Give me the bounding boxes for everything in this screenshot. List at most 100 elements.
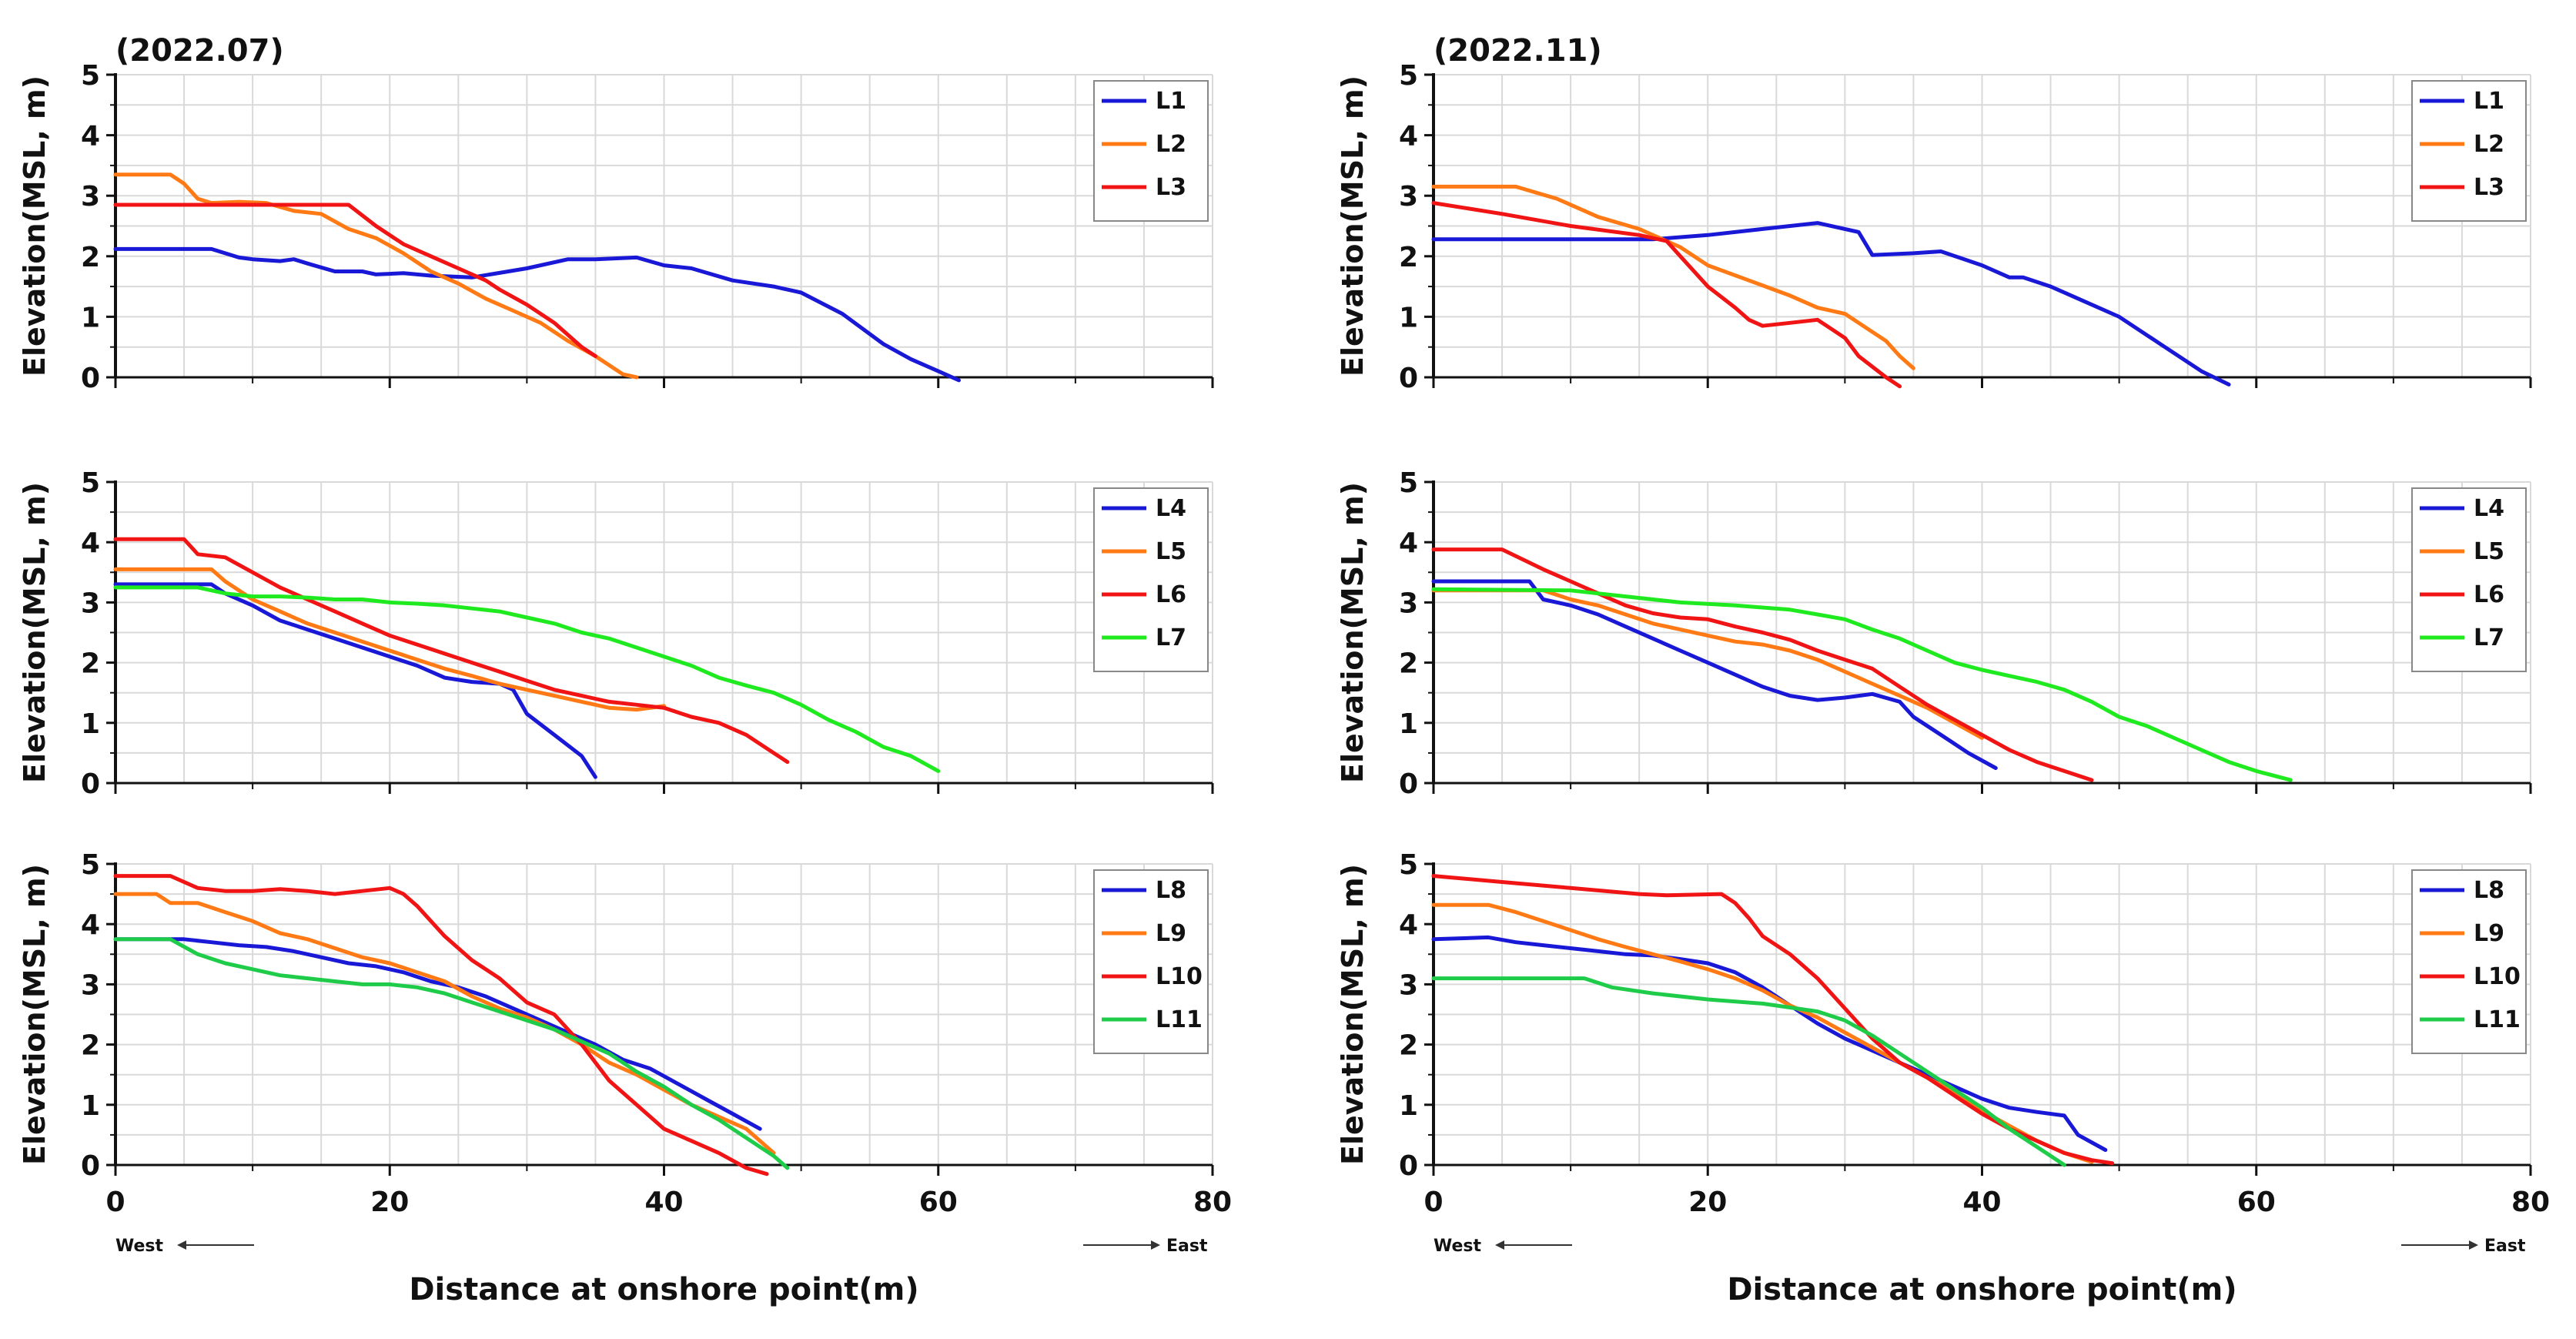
series-line-l1 (1431, 221, 2231, 387)
y-tick-label: 4 (1399, 909, 1418, 941)
y-tick-label: 3 (1399, 587, 1418, 619)
legend-label-l1: L1 (1156, 88, 1186, 115)
y-tick-label: 0 (81, 1150, 100, 1182)
y-tick-label: 5 (1399, 849, 1418, 881)
series-line-l10 (1431, 874, 2115, 1166)
west-label: West (1434, 1237, 1481, 1256)
y-tick-label: 4 (81, 121, 100, 152)
series-line-l9 (113, 892, 776, 1155)
y-tick-label: 4 (1399, 527, 1418, 559)
series-line-l1 (113, 246, 961, 383)
series-line-l2 (1431, 184, 1915, 370)
legend-label-l10: L10 (2474, 963, 2521, 990)
east-label: East (1166, 1237, 1208, 1256)
y-tick-label: 3 (1399, 969, 1418, 1001)
series-line-l8 (1431, 935, 2108, 1152)
x-tick-label: 0 (105, 1187, 125, 1218)
y-tick-label: 2 (1399, 242, 1418, 273)
x-tick-label: 0 (1423, 1187, 1443, 1218)
y-tick-label: 2 (81, 242, 100, 273)
panel-middle-left: 0 1 2 3 4 5 Elevation(MSL, m) L4 L5 L6 L7 (18, 467, 1214, 800)
y-axis-label: Elevation(MSL, m) (18, 864, 52, 1165)
legend: L1 L2 L3 (1093, 80, 1209, 222)
series-line-l4 (113, 582, 597, 779)
y-tick-label: 2 (81, 648, 100, 680)
y-tick-label: 3 (81, 181, 100, 213)
legend-label-l3: L3 (1156, 174, 1186, 201)
y-tick-label: 5 (81, 849, 100, 881)
y-tick-label: 5 (1399, 467, 1418, 499)
legend-label-l6: L6 (2474, 581, 2504, 608)
series-line-l3 (113, 203, 597, 358)
y-tick-label: 1 (1399, 1090, 1418, 1122)
y-tick-label: 0 (81, 768, 100, 800)
legend: L1 L2 L3 (2411, 80, 2527, 222)
y-tick-label: 3 (1399, 181, 1418, 213)
legend-box (2411, 487, 2527, 672)
legend-box (2411, 869, 2527, 1054)
legend-label-l5: L5 (1156, 538, 1186, 565)
panel-period-label: (2022.11) (1434, 33, 1602, 69)
series-line-l3 (1431, 201, 1902, 389)
east-arrow-head-icon (1151, 1240, 1160, 1250)
panel-period-label: (2022.07) (115, 33, 284, 69)
y-tick-label: 5 (81, 60, 100, 92)
legend-label-l2: L2 (2474, 131, 2504, 158)
legend-label-l11: L11 (1156, 1006, 1203, 1033)
x-tick-label: 60 (919, 1187, 958, 1218)
legend-label-l6: L6 (1156, 581, 1186, 608)
y-tick-label: 3 (81, 969, 100, 1001)
y-tick-label: 2 (1399, 1030, 1418, 1062)
panel-middle-right: 0 1 2 3 4 5 Elevation(MSL, m) L4 L5 L6 L7 (1336, 467, 2532, 800)
east-label: East (2484, 1237, 2526, 1256)
y-tick-label: 1 (81, 302, 100, 333)
y-tick-label: 1 (81, 1090, 100, 1122)
y-tick-label: 3 (81, 587, 100, 619)
series-line-l5 (1431, 588, 1984, 740)
y-tick-label: 1 (1399, 302, 1418, 333)
legend-label-l9: L9 (1156, 920, 1186, 947)
y-axis-label: Elevation(MSL, m) (1336, 482, 1370, 783)
y-tick-label: 2 (1399, 648, 1418, 680)
legend-label-l7: L7 (1156, 624, 1186, 651)
y-tick-label: 1 (81, 708, 100, 740)
panel-top-right: 0 1 2 3 4 5 Elevation(MSL, m) (2022.11) L1 L2 L3 (1336, 33, 2532, 394)
x-tick-label: 40 (644, 1187, 683, 1218)
series-line-l4 (1431, 579, 1998, 770)
east-arrow-head-icon (2469, 1240, 2478, 1250)
x-axis-label: Distance at onshore point(m) (1727, 1272, 2236, 1307)
legend: L8 L9 L10 L11 (2411, 869, 2527, 1054)
x-tick-label: 20 (1688, 1187, 1727, 1218)
legend-box (1093, 869, 1209, 1054)
legend: L4 L5 L6 L7 (2411, 487, 2527, 672)
y-axis-label: Elevation(MSL, m) (18, 482, 52, 783)
legend-label-l4: L4 (2474, 495, 2504, 522)
legend: L4 L5 L6 L7 (1093, 487, 1209, 672)
legend-label-l4: L4 (1156, 495, 1186, 522)
legend-label-l9: L9 (2474, 920, 2504, 947)
series-line-l5 (113, 567, 666, 712)
legend-label-l10: L10 (1156, 963, 1203, 990)
legend-label-l1: L1 (2474, 88, 2504, 115)
y-tick-label: 0 (1399, 768, 1418, 800)
series-line-l11 (113, 937, 790, 1170)
y-tick-label: 1 (1399, 708, 1418, 740)
y-tick-label: 4 (1399, 121, 1418, 152)
legend-box (1093, 80, 1209, 222)
series-line-l11 (1431, 976, 2066, 1167)
legend-box (2411, 80, 2527, 222)
y-tick-label: 0 (1399, 1150, 1418, 1182)
y-tick-label: 0 (81, 363, 100, 394)
series-line-l7 (1431, 587, 2293, 782)
x-tick-label: 60 (2237, 1187, 2276, 1218)
x-axis-label: Distance at onshore point(m) (409, 1272, 918, 1307)
legend-label-l8: L8 (1156, 877, 1186, 904)
west-arrow-head-icon (177, 1240, 186, 1250)
legend: L8 L9 L10 L11 (1093, 869, 1209, 1054)
y-tick-label: 5 (1399, 60, 1418, 92)
series-line-l7 (113, 585, 941, 773)
x-tick-label: 80 (2511, 1187, 2550, 1218)
x-tick-label: 20 (370, 1187, 409, 1218)
